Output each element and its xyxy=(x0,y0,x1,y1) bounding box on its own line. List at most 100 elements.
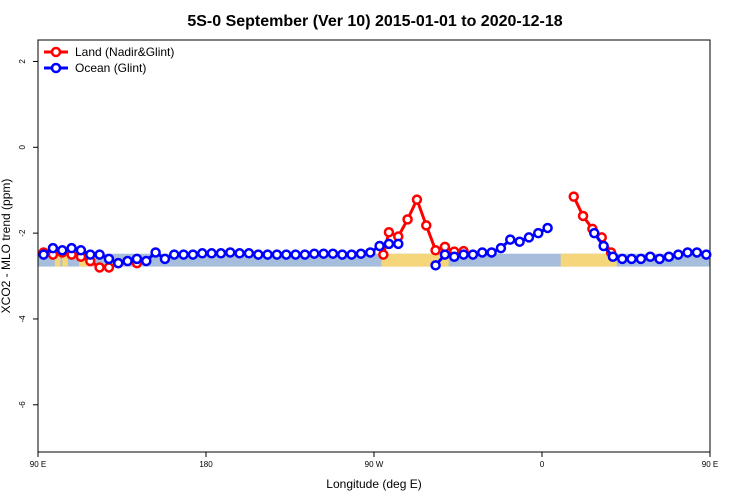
land-data-point xyxy=(430,245,441,256)
ocean-data-point xyxy=(663,251,675,262)
ocean-data-point xyxy=(178,249,189,260)
ocean-data-point xyxy=(374,240,385,252)
ocean-data-point xyxy=(514,236,525,247)
ocean-data-point xyxy=(131,253,143,265)
y-tick-label: -4 xyxy=(18,315,27,323)
ocean-data-point xyxy=(673,249,684,260)
y-tick-label: 2 xyxy=(18,59,27,64)
chart-title: 5S-0 September (Ver 10) 2015-01-01 to 20… xyxy=(187,13,562,30)
ocean-data-point xyxy=(234,248,245,259)
ocean-data-point xyxy=(626,253,637,265)
ocean-data-point xyxy=(533,227,544,239)
x-axis-label: Longitude (deg E) xyxy=(326,477,421,491)
ocean-data-point xyxy=(589,227,600,239)
ocean-data-point xyxy=(430,260,441,271)
series-layer xyxy=(38,191,712,273)
ocean-data-point xyxy=(94,249,105,260)
x-tick-label: 90 E xyxy=(30,460,46,469)
ocean-data-point xyxy=(75,245,87,256)
ocean-data-point xyxy=(113,257,124,269)
land-data-point xyxy=(402,214,413,225)
y-tick-label: -6 xyxy=(18,401,27,409)
ocean-data-point xyxy=(206,248,217,259)
ocean-data-point xyxy=(346,249,357,260)
ocean-data-point xyxy=(281,249,292,260)
ocean-data-point xyxy=(290,249,301,260)
x-tick-label: 0 xyxy=(540,460,545,469)
ocean-data-point xyxy=(477,247,488,258)
ocean-data-point xyxy=(467,249,479,260)
ocean-data-point xyxy=(197,248,208,259)
ocean-data-point xyxy=(299,249,311,260)
ocean-data-point xyxy=(159,253,171,265)
ocean-data-point xyxy=(523,232,535,243)
ocean-data-point xyxy=(617,253,628,265)
ocean-data-point xyxy=(47,242,59,254)
ocean-data-point xyxy=(187,249,199,260)
ocean-data-point xyxy=(169,249,180,260)
ocean-data-point xyxy=(215,248,227,259)
land-data-point xyxy=(577,210,589,222)
land-band-segment xyxy=(560,253,617,267)
ocean-data-point xyxy=(682,247,693,258)
land-data-point xyxy=(568,191,579,202)
ocean-series xyxy=(38,222,712,271)
ocean-data-point xyxy=(635,253,647,265)
ocean-data-point xyxy=(355,248,367,259)
ocean-data-point xyxy=(365,247,376,258)
y-tick-label: 0 xyxy=(18,145,27,150)
land-band-segment xyxy=(62,253,68,267)
ocean-data-point xyxy=(141,255,152,267)
ocean-data-point xyxy=(38,249,49,260)
ocean-data-point xyxy=(542,222,553,234)
ocean-data-point xyxy=(393,238,404,250)
plot-frame xyxy=(37,39,711,453)
legend-ocean-marker xyxy=(50,62,62,74)
axes: 90 E 180 90 W 0 90 E 2 0 -2 -4 -6 xyxy=(18,59,718,469)
land-band-segment xyxy=(54,253,61,267)
ocean-data-point xyxy=(66,242,77,254)
ocean-data-point xyxy=(318,248,329,259)
land-data-point xyxy=(94,262,105,273)
ocean-data-point xyxy=(439,249,451,260)
ocean-data-point xyxy=(150,247,161,258)
ocean-data-point xyxy=(85,249,96,260)
ocean-data-point xyxy=(243,248,255,259)
ocean-data-point xyxy=(495,242,507,254)
land-data-point xyxy=(378,249,389,260)
legend: Land (Nadir&Glint) Ocean (Glint) xyxy=(44,45,174,75)
y-axis-label: XCO2 - MLO trend (ppm) xyxy=(0,179,13,314)
y-tick-label: -2 xyxy=(18,229,27,237)
ocean-data-point xyxy=(337,249,348,260)
ocean-data-point xyxy=(225,247,236,258)
ocean-data-point xyxy=(449,251,460,262)
ocean-data-point xyxy=(262,249,273,260)
ocean-data-point xyxy=(122,255,133,267)
ocean-data-point xyxy=(654,253,665,265)
x-tick-label: 90 W xyxy=(365,460,384,469)
ocean-data-point xyxy=(309,248,320,259)
ocean-data-point xyxy=(701,249,712,260)
ocean-data-point xyxy=(598,240,609,252)
ocean-data-point xyxy=(327,248,339,259)
legend-land-marker xyxy=(50,46,62,58)
ocean-data-point xyxy=(645,251,656,262)
ocean-data-point xyxy=(458,249,469,260)
legend-ocean-label: Ocean (Glint) xyxy=(75,61,146,75)
ocean-data-point xyxy=(57,245,68,256)
ocean-data-point xyxy=(271,249,283,260)
legend-land-label: Land (Nadir&Glint) xyxy=(75,45,174,59)
x-tick-label: 180 xyxy=(199,460,213,469)
ocean-data-point xyxy=(383,238,395,250)
ocean-data-point xyxy=(103,253,115,265)
land-data-point xyxy=(103,262,115,273)
land-data-point xyxy=(383,227,395,238)
land-data-point xyxy=(411,194,423,205)
ocean-data-point xyxy=(505,234,516,245)
ocean-data-point xyxy=(691,247,703,258)
land-data-point xyxy=(421,220,432,231)
ocean-data-point xyxy=(607,251,619,262)
x-tick-label: 90 E xyxy=(702,460,718,469)
ocean-data-point xyxy=(253,249,264,260)
